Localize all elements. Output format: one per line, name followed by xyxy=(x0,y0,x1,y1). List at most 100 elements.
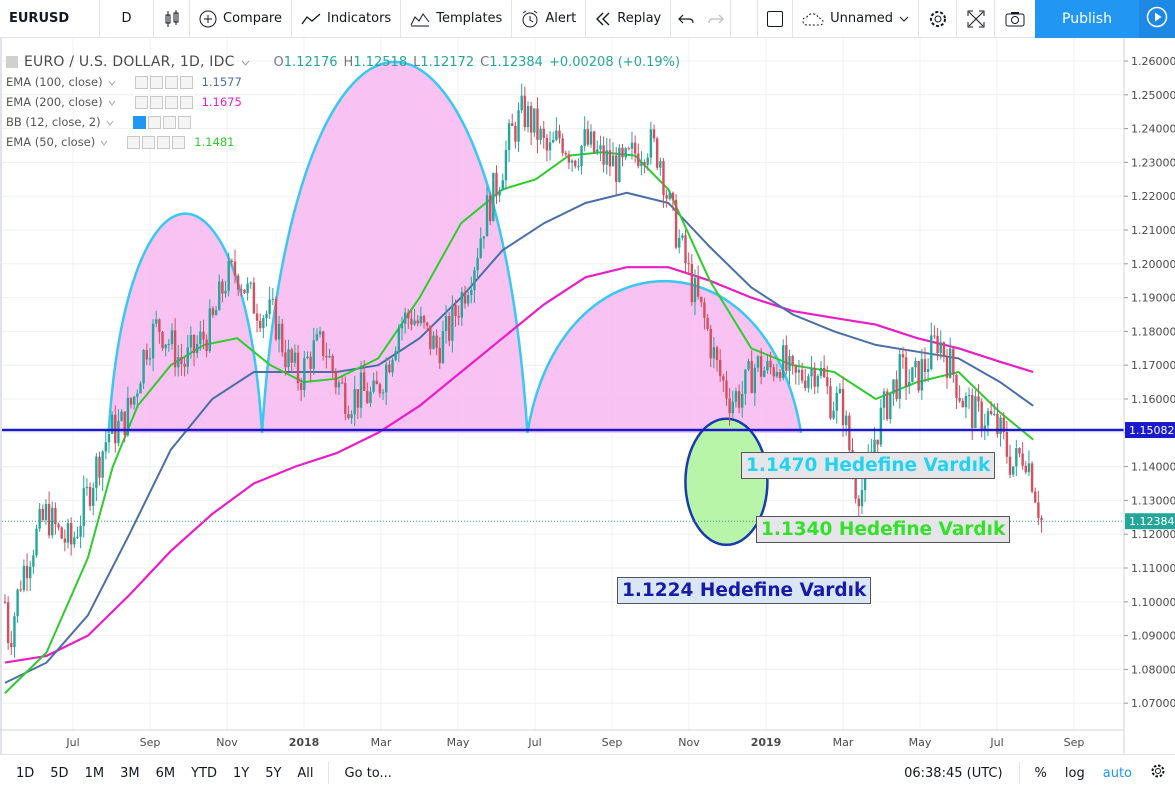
candle-body xyxy=(441,331,445,364)
candle-body xyxy=(422,316,426,323)
time-tick-label: Mar xyxy=(833,736,854,749)
candle-body xyxy=(306,356,309,359)
candle-body xyxy=(737,391,741,408)
goto-button[interactable]: Go to... xyxy=(344,765,392,781)
close-icon[interactable] xyxy=(172,135,186,149)
settings-button[interactable] xyxy=(919,0,957,38)
candle-body xyxy=(38,509,41,529)
candle-body xyxy=(388,364,391,373)
indicator-controls[interactable] xyxy=(132,115,191,129)
range-1y[interactable]: 1Y xyxy=(232,765,250,781)
price-tick-label: 1.21000 xyxy=(1131,224,1175,237)
range-3m[interactable]: 3M xyxy=(120,765,140,781)
candle-body xyxy=(425,322,429,326)
indicator-legend-row[interactable]: EMA (100, close) 1.1577 xyxy=(6,72,680,92)
gear-icon[interactable] xyxy=(149,75,163,89)
annotation-target-1470[interactable]: 1.1470 Hedefine Vardık xyxy=(741,452,996,479)
indicator-controls[interactable] xyxy=(134,75,193,89)
snapshot-button[interactable] xyxy=(995,0,1035,38)
annotation-target-1340[interactable]: 1.1340 Hedefine Vardık xyxy=(756,516,1011,543)
close-icon[interactable] xyxy=(179,95,193,109)
chevron-down-icon xyxy=(241,54,250,70)
publish-options-button[interactable] xyxy=(1139,0,1175,38)
candle-body xyxy=(926,369,930,372)
fullscreen-button[interactable] xyxy=(957,0,995,38)
candle-body xyxy=(479,238,482,258)
indicator-legend-row[interactable]: EMA (200, close) 1.1675 xyxy=(6,92,680,112)
replay-button[interactable]: Replay xyxy=(586,0,672,38)
compare-button[interactable]: Compare xyxy=(190,0,292,38)
log-scale-toggle[interactable]: log xyxy=(1064,765,1085,781)
candle-body xyxy=(252,282,256,314)
candle-body xyxy=(986,411,990,426)
candle-body xyxy=(444,315,448,332)
plus-icon[interactable] xyxy=(162,115,176,129)
candle-body xyxy=(1005,432,1009,457)
price-tick-label: 1.18000 xyxy=(1131,325,1175,338)
percent-scale-toggle[interactable]: % xyxy=(1034,765,1047,781)
range-all[interactable]: All xyxy=(297,765,314,781)
indicator-controls[interactable] xyxy=(127,135,186,149)
candle-body xyxy=(463,291,467,304)
indicator-legend-row[interactable]: EMA (50, close) 1.1481 xyxy=(6,132,680,152)
candle-body xyxy=(800,369,804,381)
range-ytd[interactable]: YTD xyxy=(191,765,217,781)
annotation-target-1224[interactable]: 1.1224 Hedefine Vardık xyxy=(617,577,872,604)
candle-body xyxy=(54,507,57,525)
candle-body xyxy=(772,367,775,377)
candle-body xyxy=(432,335,435,350)
price-tick-label: 1.16000 xyxy=(1131,393,1175,406)
camera-icon xyxy=(1005,11,1025,27)
symbol-search-button[interactable]: EURUSD xyxy=(0,0,100,38)
eye-icon[interactable] xyxy=(132,115,146,129)
candle-body xyxy=(649,129,653,158)
gear-icon[interactable] xyxy=(142,135,156,149)
gear-icon[interactable] xyxy=(149,95,163,109)
candle-body xyxy=(466,295,470,304)
range-1m[interactable]: 1M xyxy=(84,765,105,781)
alert-button[interactable]: Alert xyxy=(512,0,587,38)
price-chart[interactable]: 1.26000 1.25000 1.24000 1.23000 1.22000 1.210… xyxy=(0,38,1175,754)
templates-button[interactable]: Templates xyxy=(401,0,513,38)
range-5y[interactable]: 5Y xyxy=(265,765,282,781)
utc-clock[interactable]: 06:38:45 (UTC) xyxy=(904,765,1003,781)
close-label: C xyxy=(480,54,490,70)
candle-body xyxy=(183,363,186,367)
chart-settings-button[interactable] xyxy=(1141,763,1175,783)
fullscreen-layout-button[interactable] xyxy=(757,0,794,38)
main-series-legend[interactable]: EURO / U.S. DOLLAR, 1D, IDC O1.12176 H1.… xyxy=(6,52,680,72)
indicator-legend-row[interactable]: BB (12, close, 2) xyxy=(6,112,680,132)
candle-body xyxy=(529,106,533,133)
eye-icon[interactable] xyxy=(134,95,148,109)
indicators-button[interactable]: Indicators xyxy=(292,0,402,38)
indicator-controls[interactable] xyxy=(134,95,193,109)
redo-icon xyxy=(708,13,724,25)
range-6m[interactable]: 6M xyxy=(155,765,176,781)
candle-body xyxy=(942,342,946,357)
candle-body xyxy=(164,344,167,349)
range-1d[interactable]: 1D xyxy=(16,765,35,781)
plus-icon[interactable] xyxy=(164,95,178,109)
candle-body xyxy=(1008,456,1012,475)
undo-button[interactable] xyxy=(671,0,701,38)
eye-icon[interactable] xyxy=(127,135,141,149)
candle-body xyxy=(718,359,722,377)
interval-button[interactable]: D xyxy=(100,0,154,38)
publish-button[interactable]: Publish xyxy=(1035,0,1139,38)
gear-icon[interactable] xyxy=(147,115,161,129)
auto-scale-toggle[interactable]: auto xyxy=(1102,765,1132,781)
plus-icon[interactable] xyxy=(164,75,178,89)
layout-menu-button[interactable]: Unnamed xyxy=(793,0,919,38)
eye-icon[interactable] xyxy=(134,75,148,89)
candle-body xyxy=(407,312,410,319)
plus-icon[interactable] xyxy=(157,135,171,149)
time-tick-label: 2018 xyxy=(289,736,320,749)
candle-body xyxy=(69,523,73,545)
close-icon[interactable] xyxy=(177,115,191,129)
close-icon[interactable] xyxy=(179,75,193,89)
target-zone-ellipse xyxy=(684,417,769,547)
chart-style-button[interactable] xyxy=(154,0,190,38)
redo-button[interactable] xyxy=(701,0,732,38)
range-5d[interactable]: 5D xyxy=(50,765,69,781)
